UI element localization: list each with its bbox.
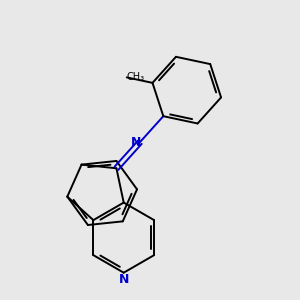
Text: N: N: [130, 136, 141, 149]
Text: N: N: [119, 273, 130, 286]
Text: CH₃: CH₃: [127, 72, 145, 82]
